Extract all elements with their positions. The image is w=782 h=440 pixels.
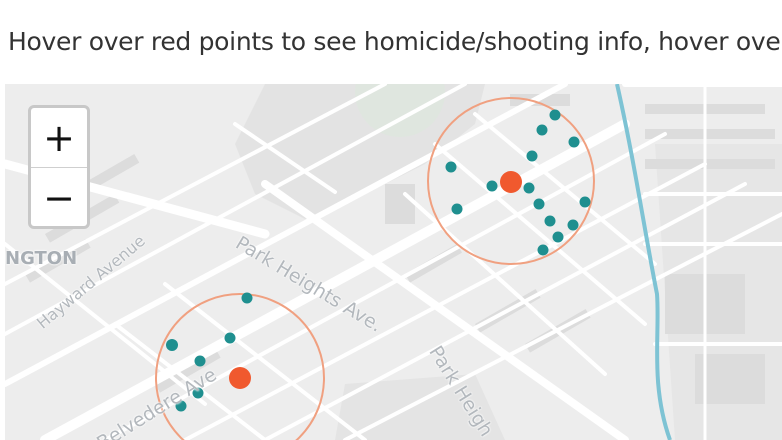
homicide-point[interactable] bbox=[500, 171, 522, 193]
zoom-out-button[interactable]: − bbox=[31, 167, 87, 227]
radius-ring bbox=[155, 293, 325, 440]
map-caption: Hover over red points to see homicide/sh… bbox=[8, 27, 782, 56]
incident-point[interactable] bbox=[536, 124, 548, 136]
park-area bbox=[355, 84, 445, 137]
incident-point[interactable] bbox=[194, 355, 206, 367]
incident-point[interactable] bbox=[192, 387, 204, 399]
homicide-point[interactable] bbox=[229, 367, 251, 389]
incident-point[interactable] bbox=[533, 198, 545, 210]
incident-point[interactable] bbox=[224, 332, 236, 344]
incident-point[interactable] bbox=[568, 136, 580, 148]
incident-point[interactable] bbox=[166, 339, 178, 351]
zoom-in-button[interactable]: + bbox=[43, 115, 75, 160]
incident-points[interactable] bbox=[166, 109, 591, 412]
river bbox=[615, 84, 672, 440]
map[interactable]: Park Heights Ave. Park Heigh Belvedere A… bbox=[5, 84, 782, 440]
incident-point[interactable] bbox=[537, 244, 549, 256]
incident-point[interactable] bbox=[241, 292, 253, 304]
incident-point[interactable] bbox=[523, 182, 535, 194]
neighborhood-label: NGTON bbox=[5, 248, 78, 269]
incident-point[interactable] bbox=[526, 150, 538, 162]
map-canvas[interactable] bbox=[5, 84, 782, 440]
incident-point[interactable] bbox=[579, 196, 591, 208]
incident-point[interactable] bbox=[567, 219, 579, 231]
incident-point[interactable] bbox=[451, 203, 463, 215]
incident-point[interactable] bbox=[552, 231, 564, 243]
radius-ring bbox=[427, 97, 595, 265]
incident-point[interactable] bbox=[486, 180, 498, 192]
incident-point[interactable] bbox=[175, 400, 187, 412]
incident-point[interactable] bbox=[544, 215, 556, 227]
incident-point[interactable] bbox=[549, 109, 561, 121]
zoom-control: + − bbox=[28, 105, 90, 229]
incident-point[interactable] bbox=[445, 161, 457, 173]
